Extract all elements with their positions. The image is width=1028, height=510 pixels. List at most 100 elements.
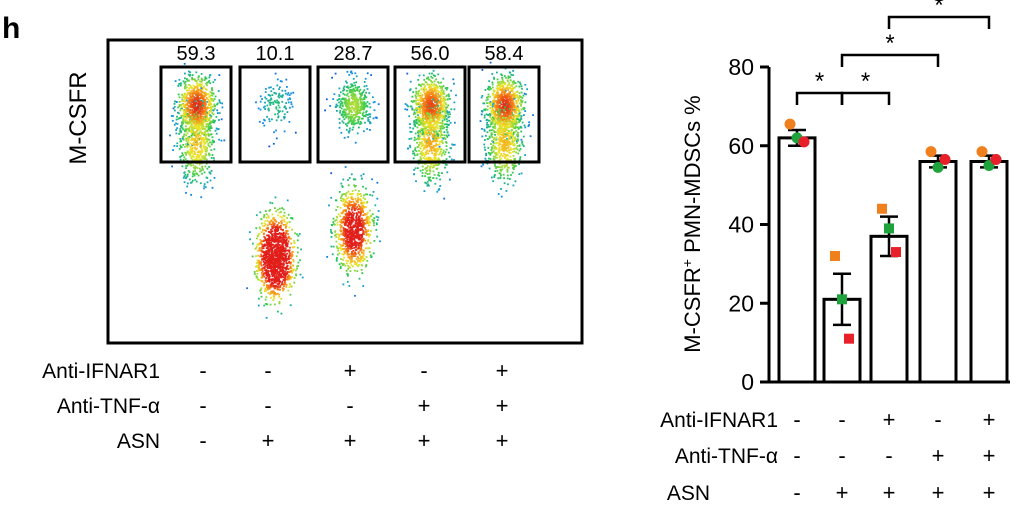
flow-dot <box>447 93 450 96</box>
flow-dot <box>208 76 211 79</box>
flow-dot <box>261 271 263 274</box>
flow-dot <box>291 264 294 267</box>
flow-dot <box>362 253 365 255</box>
flow-dot <box>425 182 428 185</box>
flow-dot <box>267 261 269 263</box>
flow-dot <box>422 107 424 110</box>
flow-dot <box>278 211 281 214</box>
flow-dot <box>356 111 359 114</box>
flow-dot <box>442 90 445 93</box>
flow-dot <box>362 115 365 117</box>
flow-dot <box>209 91 212 93</box>
flow-dot <box>420 138 423 141</box>
flow-dot <box>409 88 412 91</box>
flow-dot <box>266 303 269 306</box>
flow-dot <box>273 252 275 255</box>
flow-dot <box>201 138 203 141</box>
flow-dot <box>189 84 192 87</box>
flow-dot <box>207 124 210 127</box>
flow-dot <box>360 219 363 222</box>
flow-dot <box>348 213 351 215</box>
flow-dot <box>213 159 215 162</box>
flow-dot <box>449 98 451 100</box>
flow-dot <box>352 101 355 103</box>
flow-dot <box>357 204 360 206</box>
flow-dot <box>266 234 268 237</box>
flow-dot <box>361 272 364 274</box>
flow-dot <box>348 243 351 246</box>
flow-dot <box>346 224 349 227</box>
flow-dot <box>436 111 438 114</box>
flow-dot <box>365 213 368 216</box>
flow-dot <box>196 129 199 132</box>
flow-dot <box>212 100 215 102</box>
flow-dot <box>268 251 270 253</box>
flow-dot <box>428 179 430 181</box>
flow-dot <box>448 155 451 158</box>
flow-dot <box>202 110 205 113</box>
flow-dot <box>207 112 210 115</box>
flow-dot <box>213 104 216 107</box>
flow-dot <box>339 100 342 103</box>
flow-dot <box>415 90 418 93</box>
flow-dot <box>281 287 284 290</box>
flow-dot <box>200 142 203 145</box>
flow-dot <box>270 237 273 240</box>
flow-dot <box>288 121 291 123</box>
flow-dot <box>348 120 351 122</box>
flow-dot <box>184 143 187 146</box>
flow-dot <box>275 251 278 254</box>
flow-dot <box>336 223 339 226</box>
flow-dot <box>354 84 356 87</box>
flow-dot <box>192 121 195 123</box>
flow-dot <box>419 131 421 133</box>
flow-dot <box>195 157 198 160</box>
flow-dot <box>350 214 353 216</box>
flow-dot <box>289 106 291 109</box>
flow-dot <box>201 91 204 94</box>
flow-dot <box>252 242 254 245</box>
flow-dot <box>276 264 278 267</box>
flow-dot <box>187 139 190 142</box>
flow-dot <box>335 233 337 236</box>
flow-dot <box>211 105 214 108</box>
flow-dot <box>353 93 356 96</box>
flow-dot <box>178 112 181 115</box>
flow-dot <box>263 222 266 225</box>
flow-dot <box>428 100 430 103</box>
flow-dot <box>260 292 263 294</box>
flow-dot <box>337 236 340 239</box>
flow-dot <box>217 90 220 92</box>
flow-dot <box>181 121 183 124</box>
flow-dot <box>367 220 370 223</box>
flow-dot <box>426 90 428 93</box>
flow-dot <box>191 108 194 111</box>
flow-dot <box>342 253 345 256</box>
flow-dot <box>369 106 372 109</box>
flow-dot <box>438 94 441 97</box>
flow-dot <box>443 118 446 121</box>
flow-dot <box>277 273 280 276</box>
flow-dot <box>432 116 435 119</box>
flow-dot <box>359 199 362 201</box>
flow-dot <box>348 193 351 196</box>
flow-dot <box>270 97 272 100</box>
flow-dot <box>273 131 275 134</box>
flow-dot <box>371 194 374 197</box>
flow-dot <box>211 136 214 139</box>
flow-dot <box>269 293 271 296</box>
flow-dot <box>369 233 371 236</box>
flow-dot <box>343 238 345 241</box>
flow-dot <box>183 114 186 117</box>
flow-dot <box>357 98 360 101</box>
flow-dot <box>258 297 260 300</box>
flow-dot <box>422 139 425 141</box>
flow-dot <box>286 111 289 113</box>
flow-dot <box>185 125 187 128</box>
flow-dot <box>446 106 449 108</box>
flow-dot <box>284 253 287 256</box>
flow-dot <box>187 100 189 102</box>
flow-dot <box>343 98 346 101</box>
flow-dot <box>415 99 417 102</box>
flow-dot <box>290 217 292 219</box>
